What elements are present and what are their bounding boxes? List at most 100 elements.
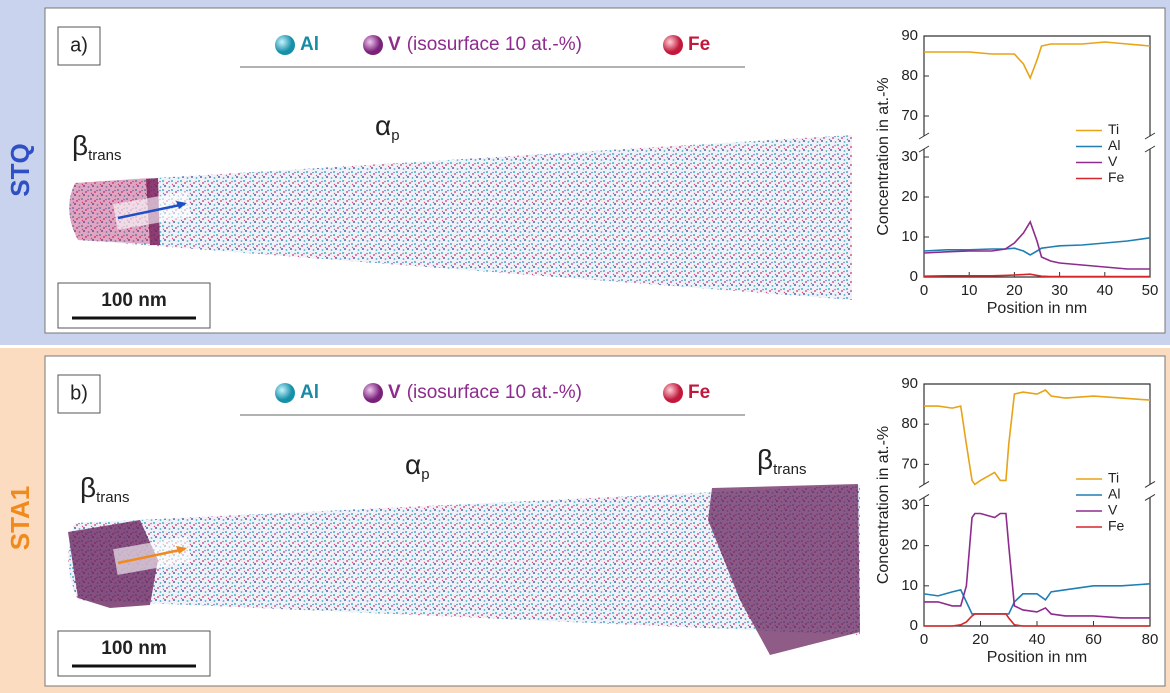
axis-break-mark [918, 481, 930, 488]
al-ball [275, 35, 295, 55]
row-label: STA1 [5, 486, 35, 551]
phase-symbol: α [405, 449, 421, 480]
axis-break-mark [918, 145, 930, 153]
legend-v-note: (isosurface 10 at.-%) [407, 34, 582, 55]
arrow-head [176, 201, 187, 209]
x-axis-label: Position in nm [987, 300, 1088, 317]
y-tick-label: 0 [910, 617, 918, 634]
legend-label: Al [1108, 486, 1120, 502]
fe-ball [663, 35, 683, 55]
x-tick-label: 20 [1006, 282, 1023, 299]
phase-label: βtrans [80, 472, 129, 506]
legend-v-symbol: V [388, 382, 401, 403]
x-tick-label: 0 [920, 282, 928, 299]
y-axis-label: Concentration in at.-% [875, 426, 892, 584]
panel-label-box [57, 26, 101, 66]
analysis-arrow [117, 202, 186, 220]
legend-label: V [1108, 153, 1118, 169]
x-tick-label: 20 [972, 631, 989, 648]
x-tick-label: 40 [1029, 631, 1046, 648]
x-tick-label: 50 [1142, 282, 1159, 299]
phase-label: βtrans [757, 444, 806, 478]
legend-v-note: (isosurface 10 at.-%) [407, 382, 582, 403]
axis-break-mark [1144, 145, 1156, 153]
y-tick-label: 70 [901, 107, 918, 124]
axis-break-mark [1144, 481, 1156, 488]
data-line [924, 41, 1151, 81]
y-tick-label: 0 [910, 268, 918, 285]
legend-label: Fe [1108, 518, 1125, 534]
y-tick-label: 80 [901, 415, 918, 432]
axis-frame [923, 35, 1151, 278]
row-label: STQ [5, 143, 35, 196]
y-tick-label: 30 [901, 148, 918, 165]
phase-symbol: α [375, 110, 391, 141]
legend-label: Al [1108, 137, 1120, 153]
legend-label: V [1108, 502, 1118, 518]
x-tick-label: 40 [1096, 282, 1113, 299]
phase-symbol: β [72, 130, 88, 161]
scale-bar-box [57, 282, 211, 329]
panel-label: a) [70, 34, 88, 56]
y-tick-label: 10 [901, 228, 918, 245]
legend-label: Ti [1108, 121, 1119, 137]
x-tick-label: 60 [1085, 631, 1102, 648]
y-tick-label: 20 [901, 537, 918, 554]
y-tick-label: 90 [901, 27, 918, 44]
phase-subscript: p [391, 127, 399, 144]
legend-v-symbol: V [388, 34, 401, 55]
legend-v: V (isosurface 10 at.-%) [388, 382, 582, 403]
scale-bar-label: 100 nm [101, 290, 166, 311]
legend-v: V (isosurface 10 at.-%) [388, 34, 582, 55]
data-line [923, 219, 1150, 270]
phase-subscript: trans [88, 147, 121, 164]
legend-fe: Fe [688, 382, 710, 403]
al-ball [275, 383, 295, 403]
axis-break-mark [1144, 494, 1156, 501]
legend-al: Al [300, 382, 319, 403]
axis-break-mark [918, 132, 930, 140]
axis-break-mark [1144, 132, 1156, 140]
data-line [924, 613, 1150, 627]
fe-ball [663, 383, 683, 403]
phase-symbol: β [80, 472, 96, 503]
x-tick-label: 80 [1142, 631, 1159, 648]
phase-subscript: trans [773, 461, 806, 478]
panel-label-box [57, 374, 101, 414]
legend-al: Al [300, 34, 319, 55]
x-tick-label: 0 [920, 631, 928, 648]
legend-fe: Fe [688, 34, 710, 55]
data-line [924, 512, 1150, 619]
atom-reconstruction [68, 485, 860, 635]
v-ball [363, 383, 383, 403]
v-isosurface [708, 484, 860, 655]
x-axis-label: Position in nm [987, 649, 1088, 666]
legend-label: Ti [1108, 470, 1119, 486]
phase-symbol: β [757, 444, 773, 475]
scale-bar-box [57, 630, 211, 677]
data-line [923, 237, 1151, 256]
x-tick-label: 30 [1051, 282, 1068, 299]
phase-subscript: p [421, 466, 429, 483]
phase-subscript: trans [96, 489, 129, 506]
y-tick-label: 70 [901, 455, 918, 472]
legend-label: Fe [1108, 169, 1125, 185]
y-tick-label: 80 [901, 67, 918, 84]
data-line [923, 273, 1150, 278]
x-tick-label: 10 [961, 282, 978, 299]
v-ball [363, 35, 383, 55]
v-isosurface [68, 520, 158, 608]
y-tick-label: 20 [901, 188, 918, 205]
panel-label: b) [70, 382, 88, 404]
phase-label: αp [405, 449, 430, 483]
atom-reconstruction [69, 135, 852, 300]
y-tick-label: 90 [901, 375, 918, 392]
scale-bar-label: 100 nm [101, 638, 166, 659]
axis-break-mark [918, 494, 930, 501]
analysis-arrow [117, 547, 186, 565]
y-tick-label: 30 [901, 496, 918, 513]
y-axis-label: Concentration in at.-% [875, 77, 892, 235]
y-tick-label: 10 [901, 577, 918, 594]
phase-label: βtrans [72, 130, 121, 164]
